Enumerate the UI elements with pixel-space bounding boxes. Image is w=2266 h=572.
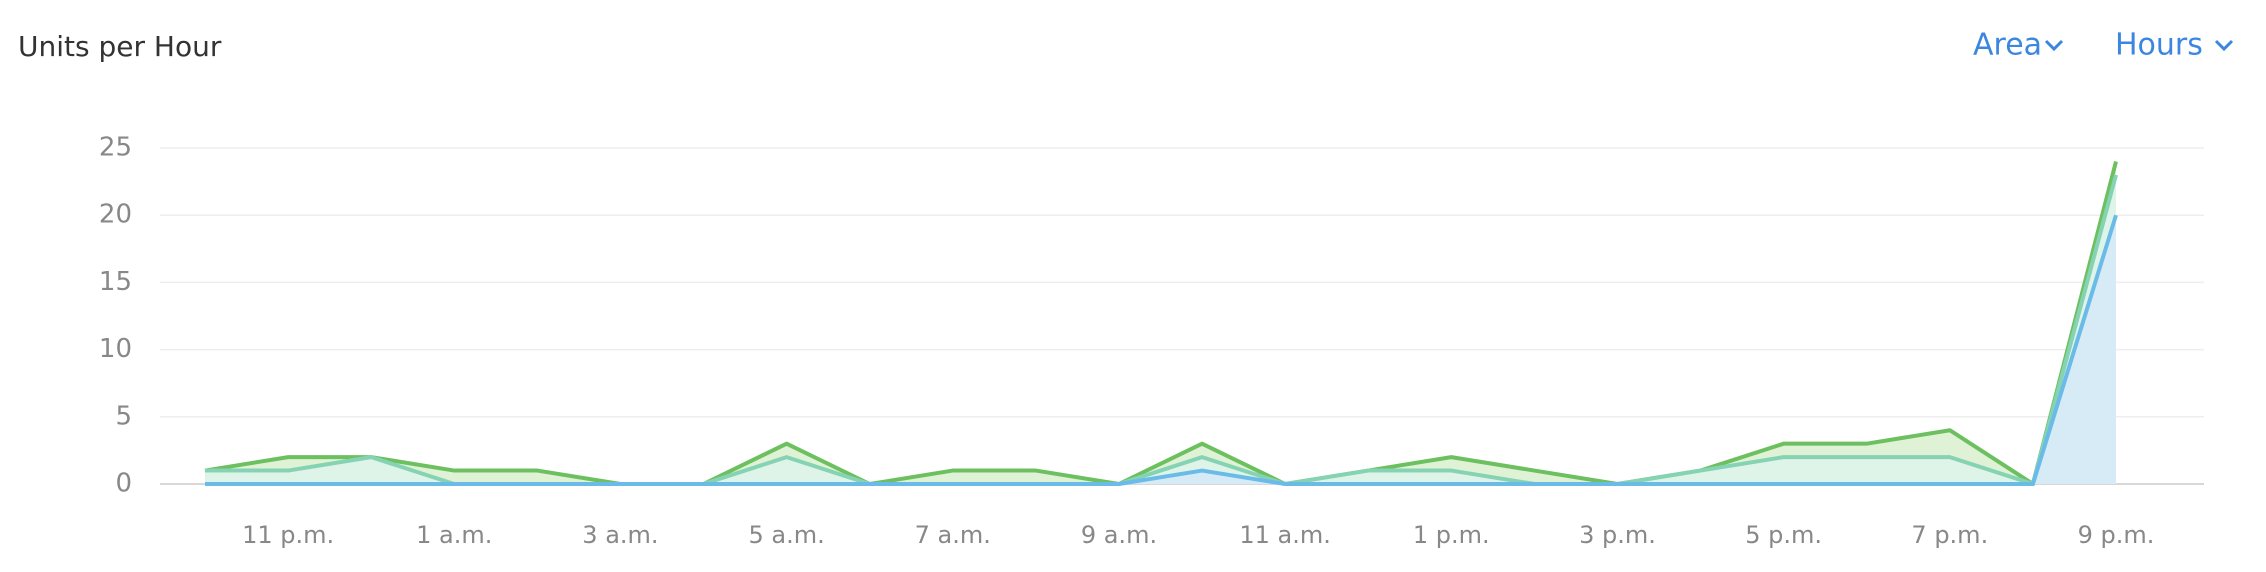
hours-dropdown[interactable]: Hours [2115, 28, 2234, 63]
chevron[interactable] [2214, 39, 2234, 52]
y-tick-label: 0 [115, 469, 132, 499]
x-tick-label: 7 p.m. [1911, 521, 1988, 549]
y-tick-label: 5 [115, 401, 132, 431]
y-tick-label: 15 [99, 267, 132, 297]
x-tick-label: 7 a.m. [915, 521, 991, 549]
area-dropdown[interactable]: Area [1973, 28, 2064, 63]
x-tick-label: 11 a.m. [1239, 521, 1331, 549]
x-tick-label: 5 a.m. [748, 521, 824, 549]
x-tick-label: 3 p.m. [1579, 521, 1656, 549]
area-fill [205, 174, 2116, 484]
x-tick-label: 9 a.m. [1081, 521, 1157, 549]
x-tick-label: 5 p.m. [1745, 521, 1822, 549]
dropdown-label[interactable]: Hours [2115, 28, 2203, 63]
x-tick-label: 3 a.m. [582, 521, 658, 549]
x-tick-label: 9 p.m. [2078, 521, 2155, 549]
x-tick-label: 1 a.m. [416, 521, 492, 549]
chart-title: Units per Hour [18, 30, 222, 63]
y-tick-label: 10 [99, 334, 132, 364]
chevron[interactable] [2044, 39, 2064, 52]
y-tick-label: 20 [99, 200, 132, 230]
x-tick-label: 1 p.m. [1413, 521, 1490, 549]
area-fill [205, 161, 2116, 484]
area-line [205, 174, 2118, 486]
area-line [204, 160, 2118, 486]
area-line [205, 214, 2118, 486]
dropdown-label[interactable]: Area [1973, 28, 2042, 63]
y-tick-label: 25 [99, 133, 132, 163]
x-tick-label: 11 p.m. [242, 521, 334, 549]
